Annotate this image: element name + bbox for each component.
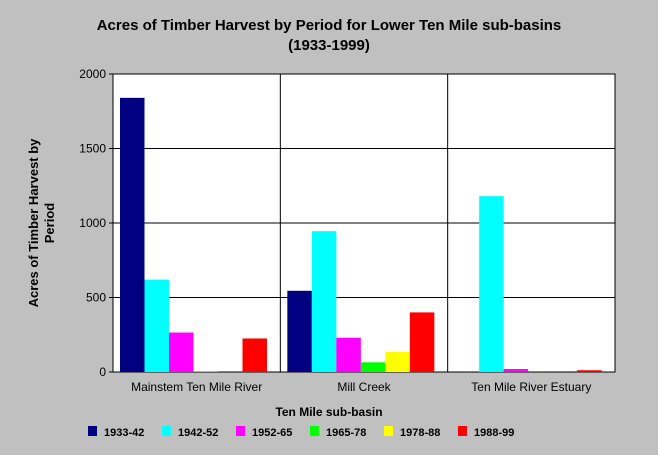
y-tick-label: 1000 bbox=[79, 216, 106, 230]
chart-subtitle: (1933-1999) bbox=[288, 37, 370, 54]
legend-swatch bbox=[236, 426, 245, 436]
x-category-label: Ten Mile River Estuary bbox=[471, 380, 591, 394]
y-tick-label: 500 bbox=[86, 291, 106, 305]
bar bbox=[360, 362, 386, 372]
chart-title: Acres of Timber Harvest by Period for Lo… bbox=[97, 17, 562, 34]
legend-label: 1933-42 bbox=[104, 427, 144, 439]
bar bbox=[242, 338, 267, 372]
bar bbox=[385, 351, 410, 372]
legend-swatch bbox=[384, 426, 393, 436]
x-category-label: Mill Creek bbox=[337, 380, 391, 394]
legend-swatch bbox=[162, 426, 171, 436]
bar bbox=[336, 337, 361, 372]
legend-swatch bbox=[310, 426, 319, 436]
y-tick-label: 2000 bbox=[79, 67, 106, 81]
legend-label: 1988-99 bbox=[474, 427, 514, 439]
y-tick-label: 0 bbox=[99, 365, 106, 379]
grid-lines bbox=[113, 74, 615, 372]
legend-swatch bbox=[88, 426, 97, 436]
bars bbox=[120, 97, 602, 372]
bar bbox=[503, 369, 529, 372]
bar bbox=[120, 97, 145, 372]
legend-label: 1965-78 bbox=[326, 427, 366, 439]
legend-label: 1952-65 bbox=[252, 427, 292, 439]
legend-swatch bbox=[458, 426, 467, 436]
bar bbox=[311, 231, 337, 372]
y-axis-label-line2: Period bbox=[42, 203, 57, 244]
legend-label: 1942-52 bbox=[178, 427, 218, 439]
bar bbox=[479, 196, 504, 372]
x-axis-label: Ten Mile sub-basin bbox=[275, 405, 382, 419]
x-category-label: Mainstem Ten Mile River bbox=[131, 380, 262, 394]
bar bbox=[287, 290, 312, 372]
bar bbox=[577, 370, 602, 372]
bar bbox=[409, 312, 435, 372]
bar bbox=[169, 332, 194, 372]
y-tick-label: 1500 bbox=[79, 142, 106, 156]
legend-label: 1978-88 bbox=[400, 427, 440, 439]
x-axis-categories: Mainstem Ten Mile River Mill Creek Ten Mil… bbox=[131, 380, 591, 394]
bar bbox=[144, 279, 169, 372]
legend: 1933-42 1942-52 1952-65 1965-78 1978-88 1988-… bbox=[88, 426, 514, 439]
y-axis-ticks: 0 500 1000 1500 2000 bbox=[79, 67, 113, 379]
bar bbox=[193, 371, 218, 372]
y-axis-label-line1: Acres of Timber Harvest by bbox=[26, 138, 41, 308]
